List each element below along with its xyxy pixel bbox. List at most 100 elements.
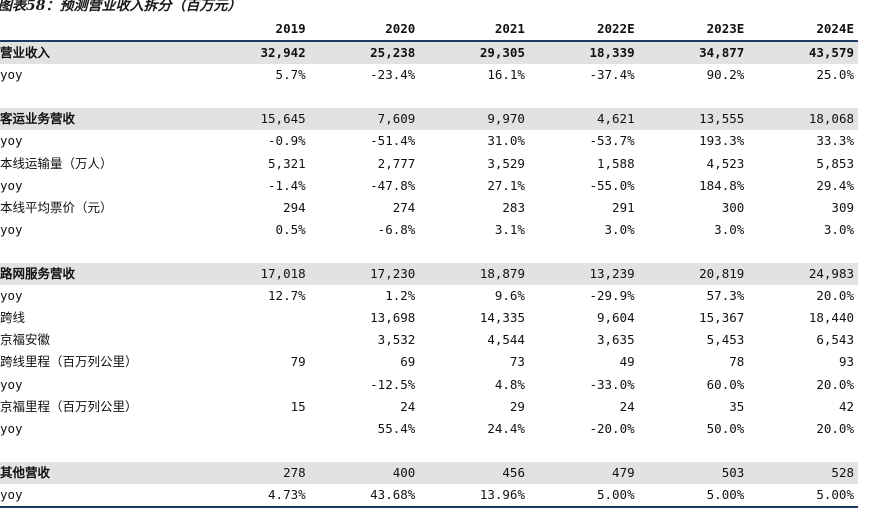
value-cell: 29 (509, 398, 525, 414)
row-label: yoy (0, 67, 23, 83)
value-cell: 18,339 (528, 41, 639, 65)
table-row: 跨线里程（百万列公里） 79 69 73 49 78 93 (0, 351, 858, 373)
value-cell: 43.68% (309, 483, 420, 509)
value-cell: -20.0% (589, 420, 635, 436)
table-row: 本线运输量（万人） 5,321 2,777 3,529 1,588 4,523 5,853 (0, 153, 858, 175)
value-cell: 18,440 (808, 310, 854, 326)
value-cell: 193.3% (699, 133, 745, 149)
value-cell: 3.0% (714, 221, 745, 237)
header-cell (0, 18, 200, 43)
table-row: 路网服务营收 17,018 17,230 18,879 13,239 20,819 24,9… (0, 263, 858, 286)
value-cell: 13,698 (370, 310, 416, 326)
value-cell: 69 (400, 354, 416, 370)
value-cell: 5,453 (706, 332, 745, 348)
value-cell: 24 (400, 398, 416, 414)
value-cell: 13,239 (528, 263, 639, 286)
value-cell: 528 (748, 461, 858, 484)
table-row: 本线平均票价（元） 294 274 283 291 300 309 (0, 197, 858, 219)
header-cell: 2022E (528, 18, 639, 43)
table-row: 客运业务营收 15,645 7,609 9,970 4,621 13,555 18,068 (0, 108, 858, 131)
value-cell: 57.3% (706, 288, 745, 304)
value-cell: 400 (309, 461, 420, 484)
value-cell: 13.96% (419, 483, 529, 509)
table-row: 京福里程（百万列公里） 15 24 29 24 35 42 (0, 396, 858, 418)
header-row: 2019 2020 2021 2022E 2023E 2024E (0, 18, 858, 43)
value-cell: -12.5% (370, 376, 416, 392)
header-cell: 2024E (748, 18, 858, 43)
value-cell: 300 (721, 199, 745, 215)
row-label: 客运业务营收 (0, 108, 200, 131)
row-label: yoy (0, 133, 23, 149)
value-cell: 90.2% (706, 67, 745, 83)
table-row: 其他营收 278 400 456 479 503 528 (0, 461, 858, 484)
table-row: 跨线 13,698 14,335 9,604 15,367 18,440 (0, 307, 858, 329)
value-cell: 27.1% (487, 177, 525, 193)
value-cell: -51.4% (370, 133, 416, 149)
value-cell: -1.4% (268, 177, 306, 193)
value-cell: 294 (283, 199, 306, 215)
value-cell: 456 (419, 461, 529, 484)
value-cell (200, 374, 310, 396)
table-row: 营业收入 32,942 25,238 29,305 18,339 34,877 43,579 (0, 41, 858, 65)
table-body: 营业收入 32,942 25,238 29,305 18,339 34,877 43,579… (0, 41, 858, 509)
row-label: yoy (0, 376, 23, 392)
row-label: yoy (0, 420, 23, 436)
value-cell: 278 (200, 461, 310, 484)
value-cell: 50.0% (706, 420, 745, 436)
spacer-cell (0, 440, 858, 462)
row-label: 本线平均票价（元） (0, 199, 113, 215)
value-cell: 7,609 (309, 108, 420, 131)
value-cell: 29.4% (816, 177, 854, 193)
value-cell: -37.4% (589, 67, 635, 83)
value-cell: 15,645 (200, 108, 310, 131)
table-row: yoy -12.5% 4.8% -33.0% 60.0% 20.0% (0, 374, 858, 396)
value-cell: 1.2% (385, 288, 416, 304)
row-label: 本线运输量（万人） (0, 155, 113, 171)
value-cell (200, 418, 310, 440)
spacer-row (0, 440, 858, 462)
value-cell: -53.7% (589, 133, 635, 149)
value-cell: 60.0% (706, 376, 745, 392)
value-cell: 49 (619, 354, 635, 370)
value-cell: 31.0% (487, 133, 525, 149)
row-label: 营业收入 (0, 41, 200, 65)
row-label: 跨线里程（百万列公里） (0, 354, 138, 370)
value-cell: 6,543 (816, 332, 854, 348)
value-cell: 291 (612, 199, 635, 215)
value-cell: 274 (392, 199, 416, 215)
value-cell: 18,879 (419, 263, 529, 286)
header-cell: 2019 (200, 18, 310, 43)
value-cell: 25.0% (816, 67, 854, 83)
row-label: 其他营收 (0, 461, 200, 484)
value-cell: -33.0% (589, 376, 635, 392)
value-cell: 73 (509, 354, 525, 370)
table-row: yoy 4.73% 43.68% 13.96% 5.00% 5.00% 5.00% (0, 483, 858, 509)
row-label: 跨线 (0, 310, 26, 326)
revenue-forecast-table: 2019 2020 2021 2022E 2023E 2024E 营业收入 32,… (0, 18, 858, 509)
value-cell: 20,819 (638, 263, 749, 286)
value-cell: 3,635 (596, 332, 635, 348)
value-cell: 184.8% (699, 177, 745, 193)
value-cell: 4.73% (200, 483, 310, 509)
header-cell: 2020 (309, 18, 420, 43)
value-cell: 20.0% (816, 376, 854, 392)
value-cell: 479 (528, 461, 639, 484)
value-cell: 5,853 (816, 155, 854, 171)
value-cell: -55.0% (589, 177, 635, 193)
table-row: yoy -0.9% -51.4% 31.0% -53.7% 193.3% 33.3% (0, 130, 858, 152)
value-cell: 3.0% (604, 221, 635, 237)
row-label: yoy (0, 483, 200, 509)
value-cell: 309 (831, 199, 854, 215)
value-cell: 5,321 (268, 155, 306, 171)
value-cell: -0.9% (268, 133, 306, 149)
value-cell: 18,068 (748, 108, 858, 131)
header-cell: 2023E (638, 18, 749, 43)
row-label: yoy (0, 288, 23, 304)
value-cell: 16.1% (487, 67, 525, 83)
value-cell: 3,529 (487, 155, 525, 171)
value-cell: 20.0% (816, 288, 854, 304)
value-cell: 17,018 (200, 263, 310, 286)
value-cell: 35 (729, 398, 745, 414)
value-cell: -6.8% (377, 221, 416, 237)
row-label: 京福里程（百万列公里） (0, 398, 138, 414)
